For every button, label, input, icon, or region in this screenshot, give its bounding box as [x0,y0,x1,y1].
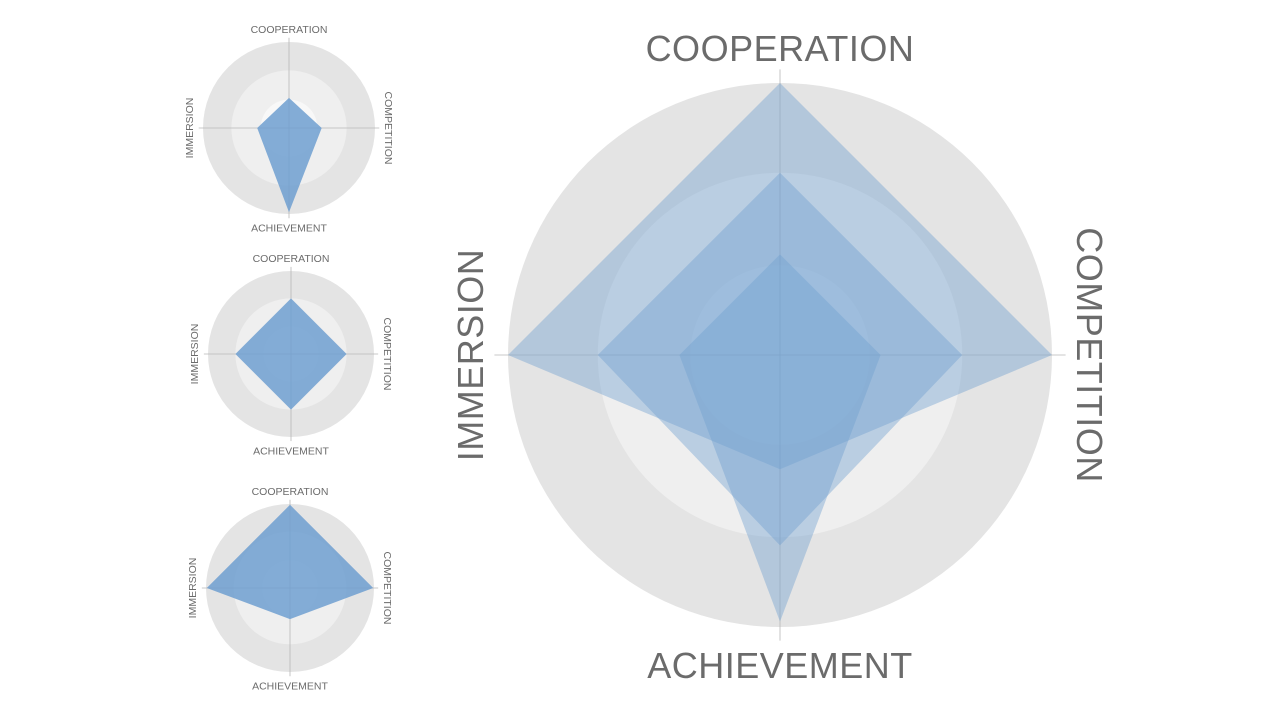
radar-chart-1: COOPERATION COMPETITION ACHIEVEMENT IMMERSI… [184,24,394,234]
radar-chart-2: COOPERATION COMPETITION ACHIEVEMENT IMMERSI… [189,253,393,457]
radar-series-polygon-1 [235,298,347,410]
axis-label-left: IMMERSION [189,324,201,385]
axis-label-right: COMPETITION [382,92,394,165]
radar-chart-4: COOPERATION COMPETITION ACHIEVEMENT IMMERSI… [450,28,1110,686]
axis-label-left: IMMERSION [450,249,491,462]
axis-label-top: COOPERATION [251,24,328,36]
axis-label-top: COOPERATION [646,28,915,69]
axis-label-bottom: ACHIEVEMENT [647,645,913,686]
radar-series-polygon-3 [508,83,1052,470]
radar-chart-3: COOPERATION COMPETITION ACHIEVEMENT IMMERSI… [187,486,393,692]
axis-label-right: COMPETITION [381,318,393,391]
axis-label-right: COMPETITION [1069,227,1110,483]
axis-label-bottom: ACHIEVEMENT [251,222,327,234]
radar-series-polygon-2 [597,172,963,546]
axis-label-top: COOPERATION [252,486,329,498]
radar-series-polygon-1 [257,97,322,213]
radar-series-polygon-1 [679,254,881,622]
axis-label-left: IMMERSION [187,558,199,619]
radar-series-polygon-1 [206,504,374,620]
axis-label-left: IMMERSION [184,98,196,159]
axis-label-bottom: ACHIEVEMENT [252,680,328,692]
axis-label-right: COMPETITION [381,552,393,625]
axis-label-bottom: ACHIEVEMENT [253,445,329,457]
axis-label-top: COOPERATION [253,253,330,265]
